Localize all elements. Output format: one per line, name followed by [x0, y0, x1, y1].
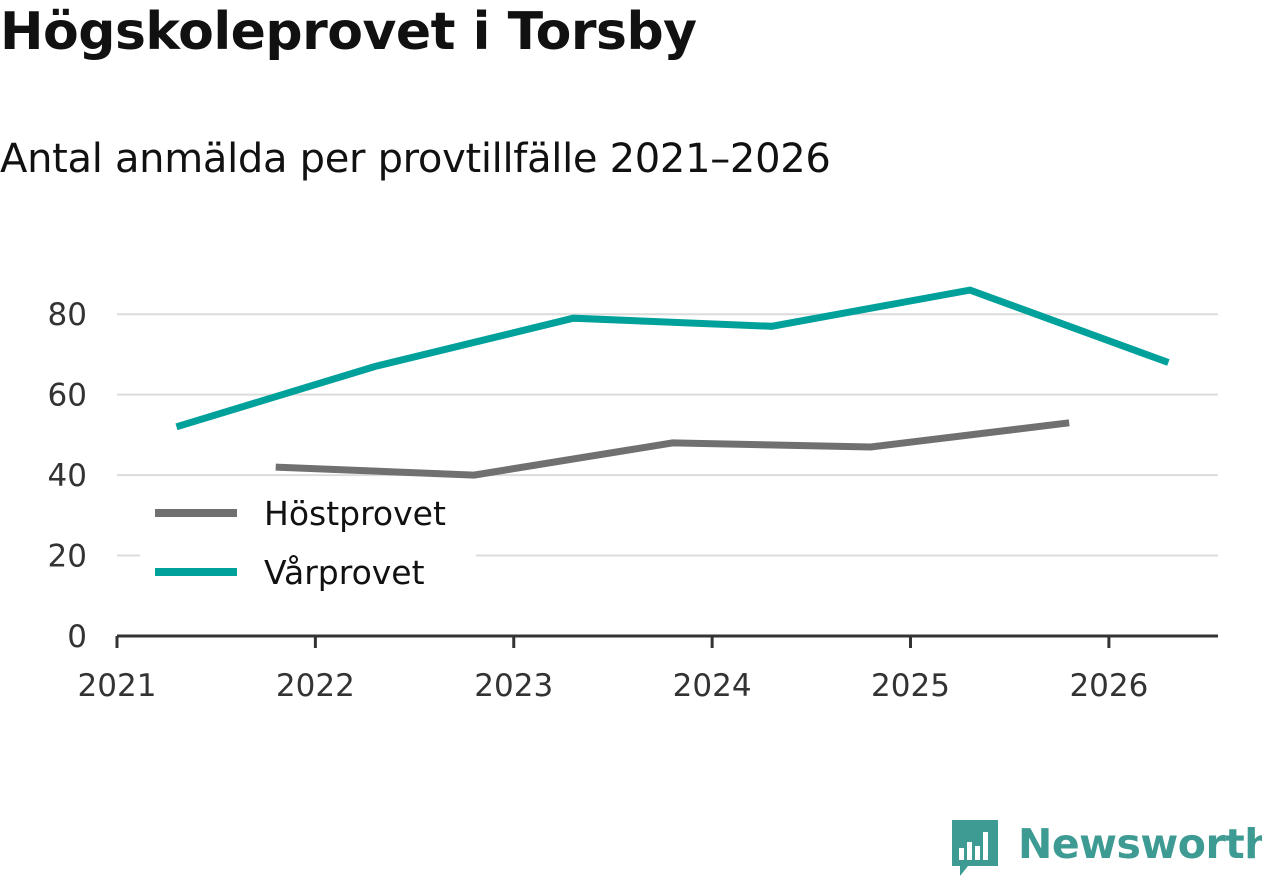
series-line: [275, 419, 1070, 479]
x-tick-label: 2026: [1069, 668, 1148, 704]
x-tick-label: 2023: [474, 668, 553, 704]
x-tick-label: 2024: [673, 668, 752, 704]
newsworthy-logo: Newsworthy: [950, 818, 1262, 878]
brand-name: Newsworthy: [1018, 820, 1262, 868]
x-tick-label: 2022: [276, 668, 355, 704]
legend: Höstprovet Vårprovet: [140, 484, 476, 609]
y-tick-label: 80: [48, 297, 87, 333]
bar-chart-speech-bubble-icon: [952, 820, 998, 876]
y-tick-label: 60: [48, 378, 87, 414]
legend-label: Vårprovet: [264, 553, 425, 592]
chart-title: Högskoleprovet i Torsby: [0, 2, 697, 62]
y-tick-label: 40: [48, 458, 87, 494]
x-tick-label: 2021: [78, 668, 157, 704]
chart-subtitle: Antal anmälda per provtillfälle 2021–202…: [0, 136, 831, 182]
legend-label: Höstprovet: [264, 494, 446, 533]
y-axis-ticks: 0 20 40 60 80: [48, 297, 87, 655]
legend-background: [140, 484, 476, 609]
y-tick-label: 20: [48, 539, 87, 575]
series-lines: [175, 286, 1170, 479]
y-tick-label: 0: [67, 619, 87, 655]
x-axis: 2021 2022 2023 2024 2025 2026: [78, 634, 1218, 704]
x-tick-label: 2025: [871, 668, 950, 704]
series-line: [175, 286, 1170, 431]
